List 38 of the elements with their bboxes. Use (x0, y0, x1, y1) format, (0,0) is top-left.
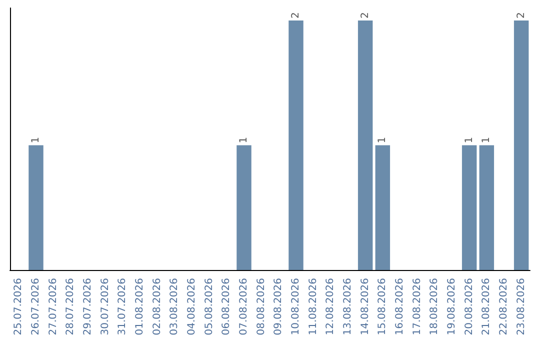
data-label: 2 (360, 12, 371, 18)
x-tick-label: 17.08.2026 (412, 278, 423, 336)
x-tick-label: 31.07.2026 (117, 278, 128, 336)
data-label: 1 (377, 136, 388, 144)
x-tick-label: 19.08.2026 (446, 278, 458, 336)
data-label: 2 (516, 12, 527, 18)
x-tick-label: 10.08.2026 (290, 278, 302, 336)
x-tick-label: 03.08.2026 (169, 278, 180, 336)
x-tick-label: 30.07.2026 (100, 278, 111, 336)
x-tick-label: 15.08.2026 (377, 278, 388, 336)
data-label: 1 (464, 136, 475, 144)
x-tick-label: 21.08.2026 (481, 278, 492, 336)
x-tick-label: 28.07.2026 (65, 278, 76, 336)
x-tick-label: 16.08.2026 (394, 278, 406, 336)
x-tick-label: 04.08.2026 (186, 278, 198, 336)
x-tick-label: 12.08.2026 (325, 278, 336, 336)
data-label: 1 (238, 136, 250, 144)
data-label: 2 (290, 12, 302, 18)
x-tick-label: 02.08.2026 (152, 278, 163, 336)
data-label: 1 (481, 136, 492, 144)
data-label: 1 (30, 136, 42, 144)
x-tick-label: 20.08.2026 (464, 278, 475, 336)
x-tick-label: 06.08.2026 (221, 278, 232, 336)
x-tick-label: 08.08.2026 (256, 278, 267, 336)
x-tick-label: 18.08.2026 (429, 278, 440, 336)
x-tick-label: 29.07.2026 (82, 278, 94, 336)
x-tick-label: 27.07.2026 (48, 278, 59, 336)
x-tick-label: 26.07.2026 (30, 278, 42, 336)
x-tick-label: 01.08.2026 (134, 278, 146, 336)
x-tick-label: 09.08.2026 (273, 278, 284, 336)
x-tick-label: 25.07.2026 (13, 278, 24, 336)
x-tick-label: 05.08.2026 (204, 278, 215, 336)
x-tick-label: 22.08.2026 (498, 278, 510, 336)
x-tick-label: 07.08.2026 (238, 278, 250, 336)
x-tick-label: 13.08.2026 (342, 278, 354, 336)
x-tick-label: 11.08.2026 (308, 278, 319, 336)
x-tick-label: 23.08.2026 (516, 278, 527, 336)
x-tick-label: 14.08.2026 (360, 278, 371, 336)
